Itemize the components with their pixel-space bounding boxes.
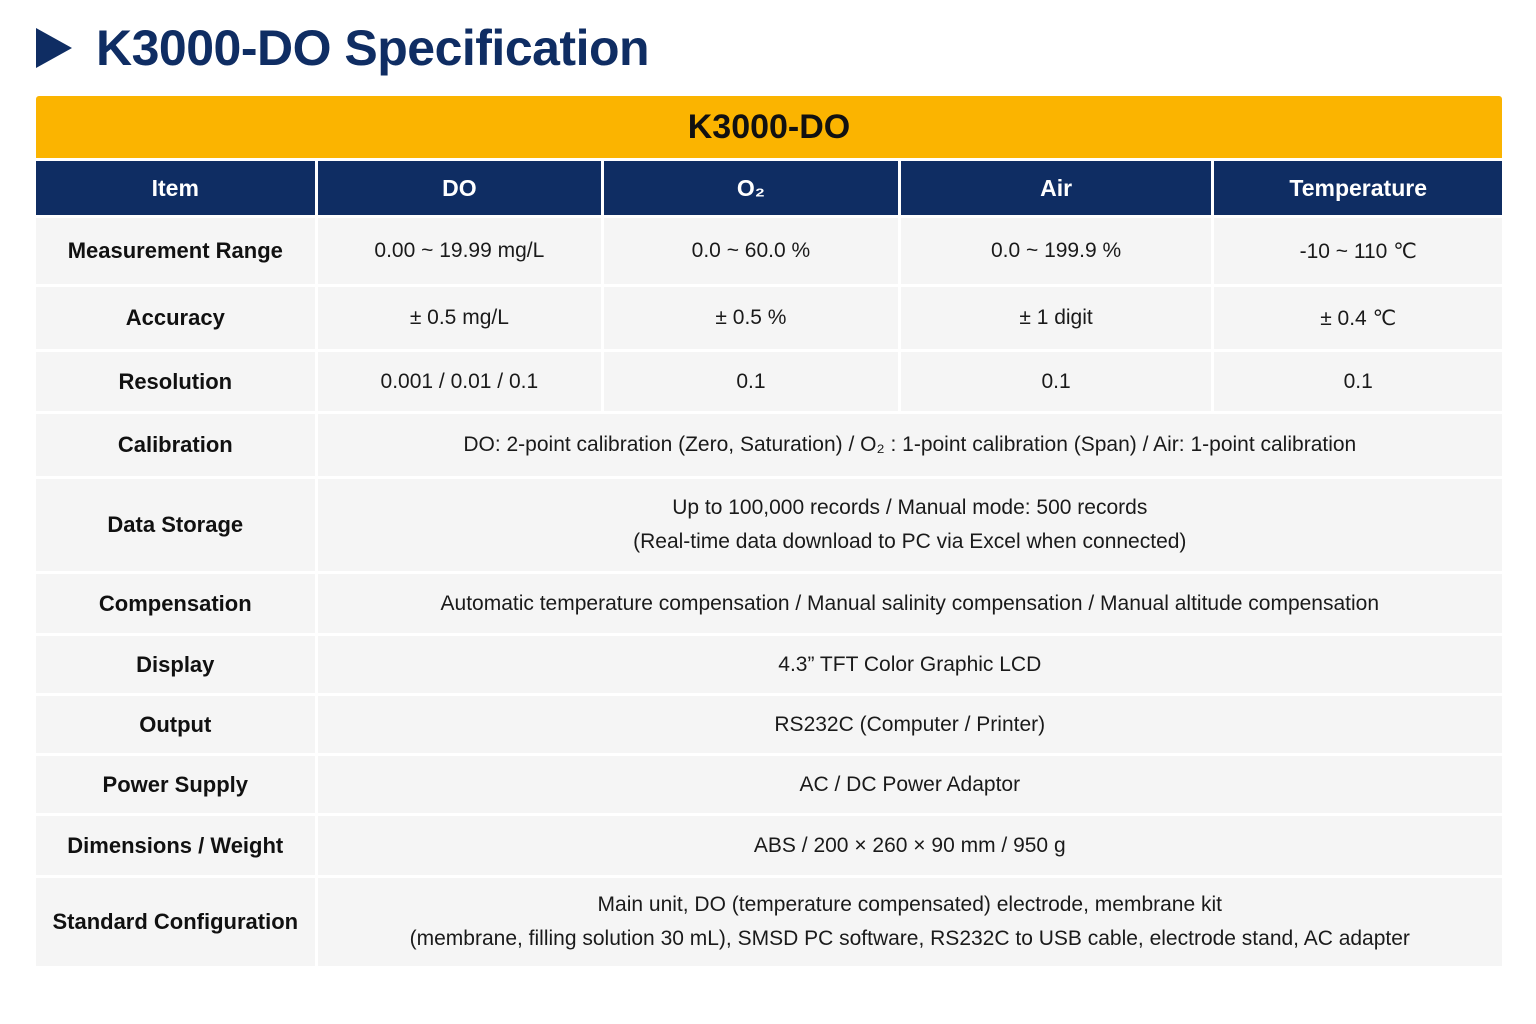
row-label: Power Supply xyxy=(36,756,315,813)
column-header-o2: O₂ xyxy=(604,161,898,215)
column-header-do: DO xyxy=(317,161,602,215)
cell-output: RS232C (Computer / Printer) xyxy=(317,696,1502,753)
cell-data-storage: Up to 100,000 records / Manual mode: 500… xyxy=(317,479,1502,571)
cell-display: 4.3” TFT Color Graphic LCD xyxy=(317,636,1502,693)
page-heading: K3000-DO Specification xyxy=(36,18,650,78)
table-row: Calibration DO: 2-point calibration (Zer… xyxy=(36,414,1502,476)
row-label: Calibration xyxy=(36,414,315,476)
column-header-item: Item xyxy=(36,161,315,215)
cell-air: 0.0 ~ 199.9 % xyxy=(900,218,1212,284)
row-label: Data Storage xyxy=(36,479,315,571)
cell-standard-configuration: Main unit, DO (temperature compensated) … xyxy=(317,878,1502,966)
row-label: Output xyxy=(36,696,315,753)
cell-calibration: DO: 2-point calibration (Zero, Saturatio… xyxy=(317,414,1502,476)
table-row: Resolution 0.001 / 0.01 / 0.1 0.1 0.1 0.… xyxy=(36,352,1502,411)
cell-do: 0.001 / 0.01 / 0.1 xyxy=(317,352,602,411)
table-row: Output RS232C (Computer / Printer) xyxy=(36,696,1502,753)
column-header-air: Air xyxy=(900,161,1212,215)
table-row: Compensation Automatic temperature compe… xyxy=(36,574,1502,633)
header-row: Item DO O₂ Air Temperature xyxy=(36,161,1502,215)
table-row: Measurement Range 0.00 ~ 19.99 mg/L 0.0 … xyxy=(36,218,1502,284)
cell-do: 0.00 ~ 19.99 mg/L xyxy=(317,218,602,284)
table-row: Display 4.3” TFT Color Graphic LCD xyxy=(36,636,1502,693)
row-label: Compensation xyxy=(36,574,315,633)
cell-air: 0.1 xyxy=(900,352,1212,411)
table-row: Data Storage Up to 100,000 records / Man… xyxy=(36,479,1502,571)
cell-dimensions-weight: ABS / 200 × 260 × 90 mm / 950 g xyxy=(317,816,1502,875)
data-storage-line-2: (Real-time data download to PC via Excel… xyxy=(633,530,1187,553)
cell-o2: ± 0.5 % xyxy=(604,287,898,349)
page-title: K3000-DO Specification xyxy=(96,20,650,76)
cell-compensation: Automatic temperature compensation / Man… xyxy=(317,574,1502,633)
spec-table-container: K3000-DO Item DO O₂ Air Temperature xyxy=(36,96,1502,969)
row-label: Dimensions / Weight xyxy=(36,816,315,875)
cell-o2: 0.0 ~ 60.0 % xyxy=(604,218,898,284)
standard-configuration-line-2: (membrane, filling solution 30 mL), SMSD… xyxy=(409,927,1410,950)
row-label: Standard Configuration xyxy=(36,878,315,966)
cell-temperature: ± 0.4 ℃ xyxy=(1214,287,1502,349)
cell-temperature: -10 ~ 110 ℃ xyxy=(1214,218,1502,284)
table-row: Standard Configuration Main unit, DO (te… xyxy=(36,878,1502,966)
table-banner: K3000-DO xyxy=(36,96,1502,158)
column-header-temperature: Temperature xyxy=(1214,161,1502,215)
row-label: Resolution xyxy=(36,352,315,411)
row-label: Accuracy xyxy=(36,287,315,349)
data-storage-line-1: Up to 100,000 records / Manual mode: 500… xyxy=(672,496,1148,519)
cell-temperature: 0.1 xyxy=(1214,352,1502,411)
cell-air: ± 1 digit xyxy=(900,287,1212,349)
cell-do: ± 0.5 mg/L xyxy=(317,287,602,349)
cell-power-supply: AC / DC Power Adaptor xyxy=(317,756,1502,813)
table-row: Power Supply AC / DC Power Adaptor xyxy=(36,756,1502,813)
play-triangle-icon xyxy=(36,28,72,68)
table-row: Accuracy ± 0.5 mg/L ± 0.5 % ± 1 digit ± … xyxy=(36,287,1502,349)
row-label: Measurement Range xyxy=(36,218,315,284)
standard-configuration-line-1: Main unit, DO (temperature compensated) … xyxy=(597,893,1222,916)
row-label: Display xyxy=(36,636,315,693)
spec-table: Item DO O₂ Air Temperature Measurement R… xyxy=(33,158,1505,969)
cell-o2: 0.1 xyxy=(604,352,898,411)
table-row: Dimensions / Weight ABS / 200 × 260 × 90… xyxy=(36,816,1502,875)
